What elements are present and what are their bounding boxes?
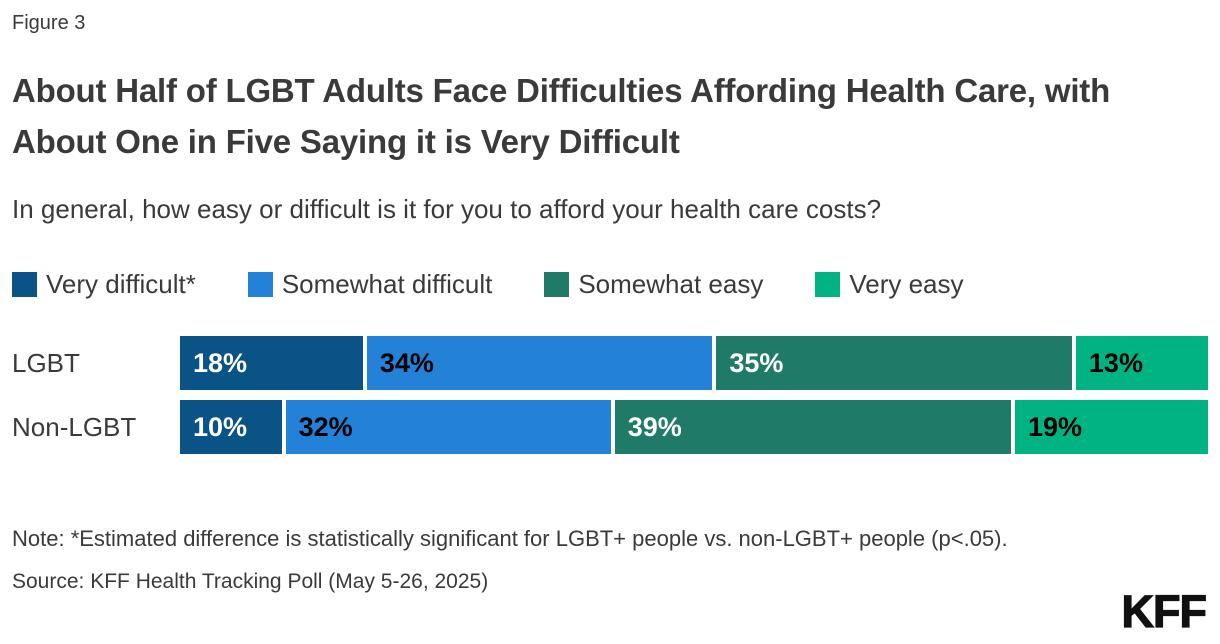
- bar-segment-lgbt-somewhat-easy: 35%: [716, 336, 1072, 391]
- bar-segment-non-lgbt-very-difficult: 10%: [180, 400, 282, 455]
- bar-segment-lgbt-somewhat-difficult: 34%: [366, 336, 713, 391]
- bar-value-label: 18%: [193, 347, 248, 378]
- bar-track-lgbt: 18% 34% 35% 13%: [180, 336, 1208, 391]
- bar-value-label: 34%: [379, 347, 434, 378]
- legend-item-very-easy: Very easy: [815, 269, 964, 300]
- bar-value-label: 10%: [193, 411, 248, 442]
- bar-segment-non-lgbt-somewhat-difficult: 32%: [285, 400, 611, 455]
- chart-subtitle: In general, how easy or difficult is it …: [12, 194, 882, 225]
- chart-title: About Half of LGBT Adults Face Difficult…: [12, 72, 1111, 161]
- legend-label-somewhat-difficult: Somewhat difficult: [281, 269, 493, 300]
- figure-label: Figure 3: [12, 12, 86, 34]
- bar-row-lgbt: LGBT 18% 34% 35% 13%: [12, 336, 1208, 391]
- legend-swatch-very-easy: [815, 272, 841, 298]
- bar-value-label: 39%: [627, 411, 682, 442]
- bar-track-non-lgbt: 10% 32% 39% 19%: [180, 400, 1208, 455]
- bar-value-label: 35%: [729, 347, 784, 378]
- bar-segment-non-lgbt-somewhat-easy: 39%: [614, 400, 1011, 455]
- bar-segment-lgbt-very-difficult: 18%: [180, 336, 363, 391]
- category-label-non-lgbt: Non-LGBT: [12, 411, 137, 442]
- legend-item-somewhat-easy: Somewhat easy: [544, 269, 763, 300]
- legend: Very difficult* Somewhat difficult Somewha…: [12, 269, 1208, 300]
- legend-swatch-very-difficult: [12, 272, 37, 298]
- bar-segment-non-lgbt-very-easy: 19%: [1014, 400, 1208, 455]
- bar-value-label: 19%: [1027, 411, 1082, 442]
- legend-label-somewhat-easy: Somewhat easy: [578, 269, 764, 300]
- legend-label-very-easy: Very easy: [849, 269, 964, 300]
- legend-swatch-somewhat-difficult: [247, 272, 273, 298]
- legend-item-somewhat-difficult: Somewhat difficult: [247, 269, 493, 300]
- note-text: Note: *Estimated difference is statistic…: [12, 526, 1008, 552]
- legend-label-very-difficult: Very difficult*: [46, 269, 196, 300]
- bar-segment-lgbt-very-easy: 13%: [1075, 336, 1208, 391]
- bar-value-label: 32%: [298, 411, 353, 442]
- legend-item-very-difficult: Very difficult*: [12, 269, 196, 300]
- bar-value-label: 13%: [1088, 347, 1143, 378]
- category-label-lgbt: LGBT: [12, 347, 80, 378]
- source-text: Source: KFF Health Tracking Poll (May 5-…: [12, 570, 489, 594]
- stacked-bar-chart: LGBT 18% 34% 35% 13% Non-LGBT 10% 32% 39% 19%: [12, 336, 1208, 455]
- legend-swatch-somewhat-easy: [544, 272, 570, 298]
- kff-logo: KFF: [1121, 585, 1208, 637]
- bar-row-non-lgbt: Non-LGBT 10% 32% 39% 19%: [12, 400, 1208, 455]
